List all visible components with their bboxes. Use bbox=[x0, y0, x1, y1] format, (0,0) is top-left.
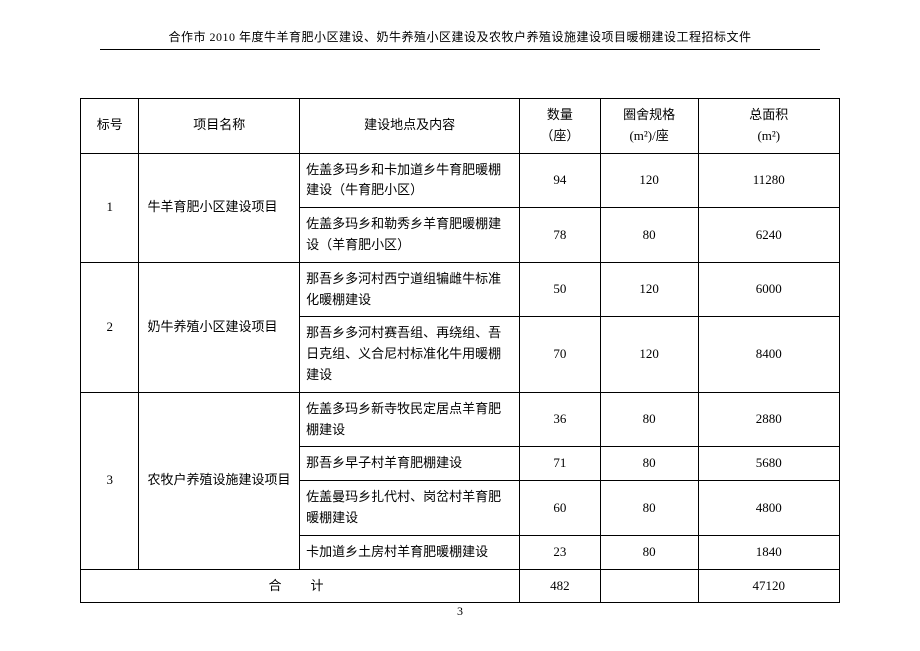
cell-qty: 60 bbox=[520, 481, 601, 536]
cell-loc: 那吾乡早子村羊育肥棚建设 bbox=[300, 447, 520, 481]
cell-name: 奶牛养殖小区建设项目 bbox=[139, 262, 300, 392]
cell-spec: 80 bbox=[600, 392, 698, 447]
cell-loc: 佐盖多玛乡和卡加道乡牛育肥暖棚建设（牛育肥小区） bbox=[300, 153, 520, 208]
cell-area: 6240 bbox=[698, 208, 839, 263]
cell-qty: 78 bbox=[520, 208, 601, 263]
cell-spec: 120 bbox=[600, 317, 698, 392]
cell-area: 4800 bbox=[698, 481, 839, 536]
cell-total-spec bbox=[600, 569, 698, 603]
cell-area: 6000 bbox=[698, 262, 839, 317]
table-row: 1 牛羊育肥小区建设项目 佐盖多玛乡和卡加道乡牛育肥暖棚建设（牛育肥小区） 94… bbox=[81, 153, 840, 208]
col-loc: 建设地点及内容 bbox=[300, 99, 520, 154]
cell-total-label: 合 计 bbox=[81, 569, 520, 603]
cell-loc: 卡加道乡土房村羊育肥暖棚建设 bbox=[300, 535, 520, 569]
cell-spec: 80 bbox=[600, 481, 698, 536]
col-area: 总面积(m²) bbox=[698, 99, 839, 154]
cell-area: 2880 bbox=[698, 392, 839, 447]
cell-area: 1840 bbox=[698, 535, 839, 569]
cell-spec: 80 bbox=[600, 447, 698, 481]
cell-spec: 80 bbox=[600, 535, 698, 569]
cell-qty: 23 bbox=[520, 535, 601, 569]
cell-loc: 那吾乡多河村西宁道组犏雌牛标准化暖棚建设 bbox=[300, 262, 520, 317]
cell-qty: 71 bbox=[520, 447, 601, 481]
col-name: 项目名称 bbox=[139, 99, 300, 154]
cell-total-area: 47120 bbox=[698, 569, 839, 603]
cell-area: 5680 bbox=[698, 447, 839, 481]
cell-spec: 120 bbox=[600, 262, 698, 317]
cell-idx: 2 bbox=[81, 262, 139, 392]
project-table: 标号 项目名称 建设地点及内容 数量（座） 圈舍规格(m²)/座 总面积(m²)… bbox=[80, 98, 840, 603]
cell-idx: 1 bbox=[81, 153, 139, 262]
cell-area: 8400 bbox=[698, 317, 839, 392]
cell-qty: 94 bbox=[520, 153, 601, 208]
table-row: 3 农牧户养殖设施建设项目 佐盖多玛乡新寺牧民定居点羊育肥棚建设 36 80 2… bbox=[81, 392, 840, 447]
page-number: 3 bbox=[0, 604, 920, 619]
col-spec: 圈舍规格(m²)/座 bbox=[600, 99, 698, 154]
cell-name: 牛羊育肥小区建设项目 bbox=[139, 153, 300, 262]
cell-spec: 120 bbox=[600, 153, 698, 208]
cell-qty: 70 bbox=[520, 317, 601, 392]
doc-header-title: 合作市 2010 年度牛羊育肥小区建设、奶牛养殖小区建设及农牧户养殖设施建设项目… bbox=[168, 30, 751, 44]
table-total-row: 合 计 482 47120 bbox=[81, 569, 840, 603]
header-underline bbox=[100, 49, 820, 50]
cell-qty: 36 bbox=[520, 392, 601, 447]
cell-loc: 佐盖多玛乡新寺牧民定居点羊育肥棚建设 bbox=[300, 392, 520, 447]
cell-area: 11280 bbox=[698, 153, 839, 208]
cell-qty: 50 bbox=[520, 262, 601, 317]
cell-total-qty: 482 bbox=[520, 569, 601, 603]
col-idx: 标号 bbox=[81, 99, 139, 154]
cell-spec: 80 bbox=[600, 208, 698, 263]
cell-name: 农牧户养殖设施建设项目 bbox=[139, 392, 300, 569]
table-row: 2 奶牛养殖小区建设项目 那吾乡多河村西宁道组犏雌牛标准化暖棚建设 50 120… bbox=[81, 262, 840, 317]
cell-idx: 3 bbox=[81, 392, 139, 569]
cell-loc: 佐盖多玛乡和勒秀乡羊育肥暖棚建设（羊育肥小区） bbox=[300, 208, 520, 263]
table-header-row: 标号 项目名称 建设地点及内容 数量（座） 圈舍规格(m²)/座 总面积(m²) bbox=[81, 99, 840, 154]
cell-loc: 那吾乡多河村赛吾组、再绕组、吾日克组、义合尼村标准化牛用暖棚建设 bbox=[300, 317, 520, 392]
cell-loc: 佐盖曼玛乡扎代村、岗岔村羊育肥暖棚建设 bbox=[300, 481, 520, 536]
col-qty: 数量（座） bbox=[520, 99, 601, 154]
